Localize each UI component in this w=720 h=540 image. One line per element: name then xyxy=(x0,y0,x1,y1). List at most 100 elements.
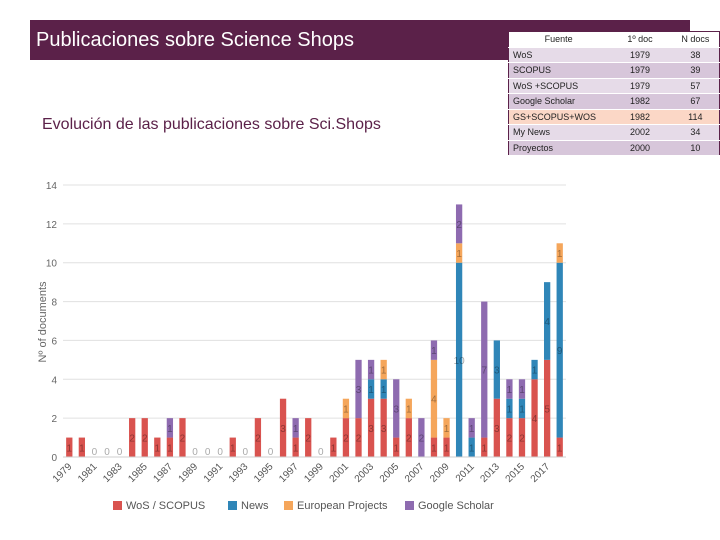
data-label: 1 xyxy=(381,366,387,377)
table-cell: WoS +SCOPUS xyxy=(508,78,609,94)
bar-segment-wos-scopus xyxy=(305,418,312,457)
bar-segment-european-projects xyxy=(455,243,463,263)
bar-segment-news xyxy=(531,359,538,380)
bar-segment-news xyxy=(380,379,387,399)
x-tick-label: 2011 xyxy=(454,461,477,484)
data-label: 1 xyxy=(167,443,173,454)
x-tick-label: 1981 xyxy=(76,461,100,485)
bar-segment-news xyxy=(493,340,500,399)
bar-segment-google-scholar xyxy=(455,204,463,244)
bar-segment-wos-scopus xyxy=(506,418,513,457)
x-tick-label: 1991 xyxy=(202,461,226,485)
data-label: 2 xyxy=(255,434,261,445)
data-label: 3 xyxy=(280,424,286,435)
table-row-highlighted: GS+SCOPUS+WOS 1982 114 xyxy=(508,109,720,125)
bar-segment-news xyxy=(455,262,463,457)
table-cell: 67 xyxy=(671,93,720,110)
table-cell: 2000 xyxy=(608,140,672,156)
data-label: 5 xyxy=(544,404,550,415)
bar-segment-european-projects xyxy=(405,398,412,419)
x-tick-label: 2015 xyxy=(504,461,528,485)
bar-segment-european-projects xyxy=(556,243,563,263)
data-label: 2 xyxy=(129,434,135,445)
bar-segment-news xyxy=(518,398,526,419)
x-tick-label: 2009 xyxy=(428,461,452,485)
data-label: 1 xyxy=(293,443,299,454)
data-label: 3 xyxy=(494,366,500,377)
bar-segment-wos-scopus xyxy=(543,359,551,457)
x-axis-ticks: 1979 1981 1983 1985 1987 1989 1991 1993 1995 1997… xyxy=(51,461,553,485)
table-row: WoS 1979 38 xyxy=(508,47,720,63)
bar-segment-wos-scopus xyxy=(481,437,488,457)
data-label: 1 xyxy=(557,443,563,454)
data-label: 2 xyxy=(343,434,349,445)
legend-label-wos-scopus: WoS / SCOPUS xyxy=(126,500,205,512)
data-label: 1 xyxy=(368,366,374,377)
y-tick-label: 14 xyxy=(46,181,58,192)
data-label: 0 xyxy=(318,447,324,458)
table-cell: Proyectos xyxy=(508,140,609,156)
table-cell: 1979 xyxy=(608,47,672,63)
bar-segment-news xyxy=(543,282,551,360)
data-label: 1 xyxy=(557,249,563,260)
table-header-fuente: Fuente xyxy=(508,31,609,48)
data-label: 3 xyxy=(381,424,387,435)
bar-segment-european-projects xyxy=(430,359,438,438)
data-label: 0 xyxy=(92,447,98,458)
legend-swatch-wos-scopus xyxy=(113,501,122,510)
table-cell: 114 xyxy=(671,109,720,125)
table-cell: GS+SCOPUS+WOS xyxy=(508,109,609,125)
data-label: 1 xyxy=(532,366,538,377)
bar-segment-wos-scopus xyxy=(279,398,287,457)
bar-segment-wos-scopus xyxy=(367,398,375,457)
data-label: 1 xyxy=(507,404,513,415)
bar-segment-wos-scopus xyxy=(355,418,362,457)
data-label: 3 xyxy=(494,424,500,435)
bar-segment-european-projects xyxy=(342,398,350,419)
data-label: 2 xyxy=(419,434,425,445)
data-label: 4 xyxy=(431,395,437,406)
bar-segment-wos-scopus xyxy=(66,437,73,457)
data-label: 1 xyxy=(456,249,462,260)
table-cell: 1982 xyxy=(608,93,672,110)
data-label: 1 xyxy=(343,404,349,415)
data-label: 1 xyxy=(331,443,337,454)
data-label: 3 xyxy=(356,385,362,396)
legend-label-news: News xyxy=(241,500,269,512)
data-label: 1 xyxy=(368,385,374,396)
data-label: 7 xyxy=(481,366,487,377)
x-tick-label: 1983 xyxy=(101,461,125,485)
chart-legend: WoS / SCOPUS News European Projects Google … xyxy=(113,500,494,512)
bar-segment-google-scholar xyxy=(166,418,174,438)
data-label: 1 xyxy=(469,424,475,435)
bar-segment-google-scholar xyxy=(367,359,375,380)
data-label: 1 xyxy=(507,385,513,396)
data-label: 1 xyxy=(519,385,525,396)
table-cell: 39 xyxy=(671,62,720,79)
x-tick-label: 1993 xyxy=(227,461,251,485)
x-tick-label: 2003 xyxy=(353,461,377,485)
y-tick-label: 4 xyxy=(51,375,57,386)
y-tick-label: 6 xyxy=(51,336,57,347)
x-tick-label: 1995 xyxy=(252,461,276,485)
bar-segment-google-scholar xyxy=(430,340,438,360)
table-cell: 1982 xyxy=(608,109,672,125)
sources-table: Fuente 1º doc N docs WoS 1979 38 SCOPUS … xyxy=(508,31,720,156)
y-tick-label: 12 xyxy=(46,220,58,231)
y-tick-label: 10 xyxy=(46,259,58,270)
y-axis-ticks: 0 2 4 6 8 10 12 14 xyxy=(46,181,58,464)
data-label: 1 xyxy=(155,443,161,454)
y-tick-label: 0 xyxy=(51,453,57,464)
x-tick-label: 1987 xyxy=(151,461,175,485)
data-label: 1 xyxy=(293,424,299,435)
data-label: 1 xyxy=(230,443,236,454)
table-row: WoS +SCOPUS 1979 57 xyxy=(508,78,720,94)
bar-segment-google-scholar xyxy=(518,379,526,399)
bar-segment-wos-scopus xyxy=(78,437,86,457)
table-cell: 2002 xyxy=(608,124,672,141)
table-header-row: Fuente 1º doc N docs xyxy=(508,31,720,48)
bar-segment-wos-scopus xyxy=(493,398,500,457)
data-label: 10 xyxy=(454,356,466,367)
chart-grid xyxy=(63,184,566,458)
